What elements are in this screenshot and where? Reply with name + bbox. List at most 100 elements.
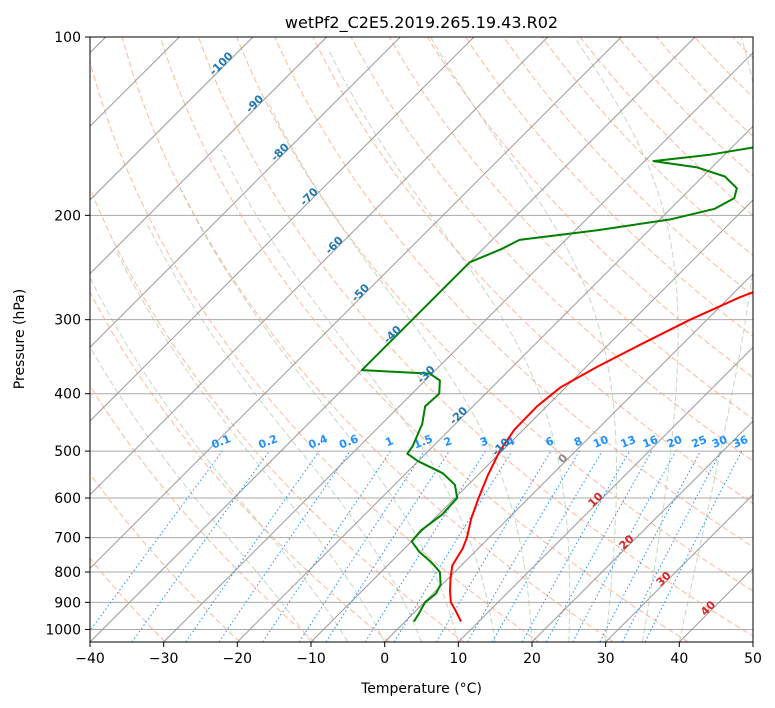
y-tick-label: 900 bbox=[54, 595, 81, 611]
dry-adiabat bbox=[694, 37, 753, 98]
isotherm-label: 40 bbox=[698, 598, 718, 618]
x-tick-label: −20 bbox=[223, 651, 253, 667]
isotherm-label: -20 bbox=[447, 404, 470, 427]
moist-adiabat bbox=[179, 187, 459, 642]
moist-adiabat bbox=[268, 104, 533, 642]
isotherm bbox=[678, 567, 753, 642]
y-tick-label: 700 bbox=[54, 531, 81, 547]
mixing-ratio-label: 20 bbox=[665, 433, 684, 451]
moist-adiabat bbox=[115, 251, 386, 642]
dewpoint-profile bbox=[360, 146, 753, 623]
dry-adiabat bbox=[771, 37, 775, 642]
isotherm bbox=[531, 420, 753, 642]
isotherm bbox=[457, 346, 753, 642]
y-tick-label: 200 bbox=[54, 208, 81, 224]
x-tick-label: 10 bbox=[449, 651, 467, 667]
mixing-ratio-line bbox=[364, 450, 486, 642]
mixing-ratio-label: 36 bbox=[731, 433, 750, 451]
dry-adiabat bbox=[465, 37, 753, 338]
x-tick-label: 0 bbox=[380, 651, 389, 667]
dry-adiabat bbox=[312, 37, 753, 505]
isotherm bbox=[236, 125, 753, 642]
x-axis-label: Temperature (°C) bbox=[360, 681, 482, 697]
moist-adiabat bbox=[90, 345, 312, 642]
isotherm-label: -30 bbox=[415, 363, 438, 386]
isotherm-label: -40 bbox=[381, 323, 404, 346]
x-tick-label: 30 bbox=[597, 651, 615, 667]
mixing-ratio-line bbox=[131, 450, 270, 642]
dry-adiabat bbox=[274, 37, 753, 548]
mixing-ratio-label: 1 bbox=[383, 434, 395, 449]
isotherm bbox=[90, 37, 401, 349]
moist-adiabat bbox=[328, 49, 571, 642]
mixing-ratio-label: 13 bbox=[619, 433, 638, 451]
moist-adiabat bbox=[220, 149, 496, 642]
mixing-ratio-line bbox=[545, 450, 653, 642]
mixing-ratio-label: 3 bbox=[478, 434, 490, 449]
moist-adiabat bbox=[90, 277, 349, 642]
mixing-ratio-label: 0.2 bbox=[257, 432, 280, 451]
isotherm bbox=[90, 37, 475, 422]
y-tick-label: 600 bbox=[54, 491, 81, 507]
mixing-ratio-line bbox=[435, 450, 552, 642]
isotherm bbox=[90, 37, 254, 201]
mixing-ratio-label: 0.1 bbox=[210, 432, 233, 451]
isotherm bbox=[605, 493, 753, 642]
mixing-ratio-line bbox=[298, 450, 425, 642]
y-axis-label: Pressure (hPa) bbox=[12, 289, 28, 389]
mixing-ratio-label: 8 bbox=[572, 434, 584, 449]
moist-adiabat bbox=[574, 37, 679, 642]
mixing-ratio-label: 10 bbox=[591, 433, 610, 451]
dry-adiabat bbox=[90, 291, 390, 642]
dry-adiabat bbox=[732, 37, 753, 59]
x-tick-label: −30 bbox=[149, 651, 179, 667]
isotherm bbox=[90, 37, 549, 496]
mixing-ratio-label: 30 bbox=[710, 433, 729, 451]
mixing-ratio-line bbox=[325, 450, 450, 642]
mixing-ratio-line bbox=[521, 450, 630, 642]
moist-adiabat bbox=[145, 221, 422, 642]
mixing-ratio-label: 25 bbox=[690, 433, 709, 451]
y-tick-label: 1000 bbox=[45, 622, 81, 638]
dry-adiabat bbox=[90, 59, 540, 642]
mixing-ratio-line bbox=[467, 450, 580, 642]
y-tick-label: 800 bbox=[54, 565, 81, 581]
y-tick-label: 500 bbox=[54, 444, 81, 460]
chart-title: wetPf2_C2E5.2019.265.19.43.R02 bbox=[285, 13, 558, 33]
mixing-ratio-line bbox=[90, 450, 223, 632]
x-tick-label: 40 bbox=[670, 651, 688, 667]
mixing-ratio-label: 16 bbox=[641, 433, 660, 451]
isotherm bbox=[310, 199, 753, 642]
isotherm bbox=[752, 641, 753, 642]
dry-adiabat bbox=[90, 186, 465, 642]
mixing-ratio-line bbox=[185, 450, 320, 642]
dry-adiabat bbox=[236, 37, 753, 592]
plot-frame bbox=[89, 36, 754, 643]
x-tick-label: −10 bbox=[296, 651, 326, 667]
mixing-ratio-line bbox=[644, 450, 743, 642]
dry-adiabat bbox=[388, 37, 753, 420]
mixing-ratio-label: 0.4 bbox=[307, 432, 330, 451]
isotherm-label: -100 bbox=[207, 49, 236, 78]
mixing-ratio-line bbox=[262, 450, 392, 642]
dry-adiabat bbox=[90, 557, 166, 642]
isotherm bbox=[163, 51, 753, 642]
dry-adiabat bbox=[90, 472, 241, 642]
moist-adiabat bbox=[430, 37, 617, 642]
dry-adiabat bbox=[503, 37, 753, 297]
dry-adiabat bbox=[121, 37, 614, 642]
mixing-ratio-line bbox=[393, 450, 513, 642]
dry-adiabat bbox=[541, 37, 753, 257]
temperature-profile bbox=[449, 291, 753, 623]
x-tick-label: 20 bbox=[523, 651, 541, 667]
y-tick-label: 100 bbox=[54, 30, 81, 46]
isotherm bbox=[90, 37, 328, 275]
y-tick-label: 400 bbox=[54, 387, 81, 403]
isotherm-label: -70 bbox=[298, 185, 321, 208]
x-tick-label: 50 bbox=[744, 651, 762, 667]
dry-adiabat bbox=[350, 37, 753, 462]
mixing-ratio-line bbox=[218, 450, 351, 642]
mixing-ratio-label: 2 bbox=[442, 434, 454, 449]
y-tick-label: 300 bbox=[54, 313, 81, 329]
